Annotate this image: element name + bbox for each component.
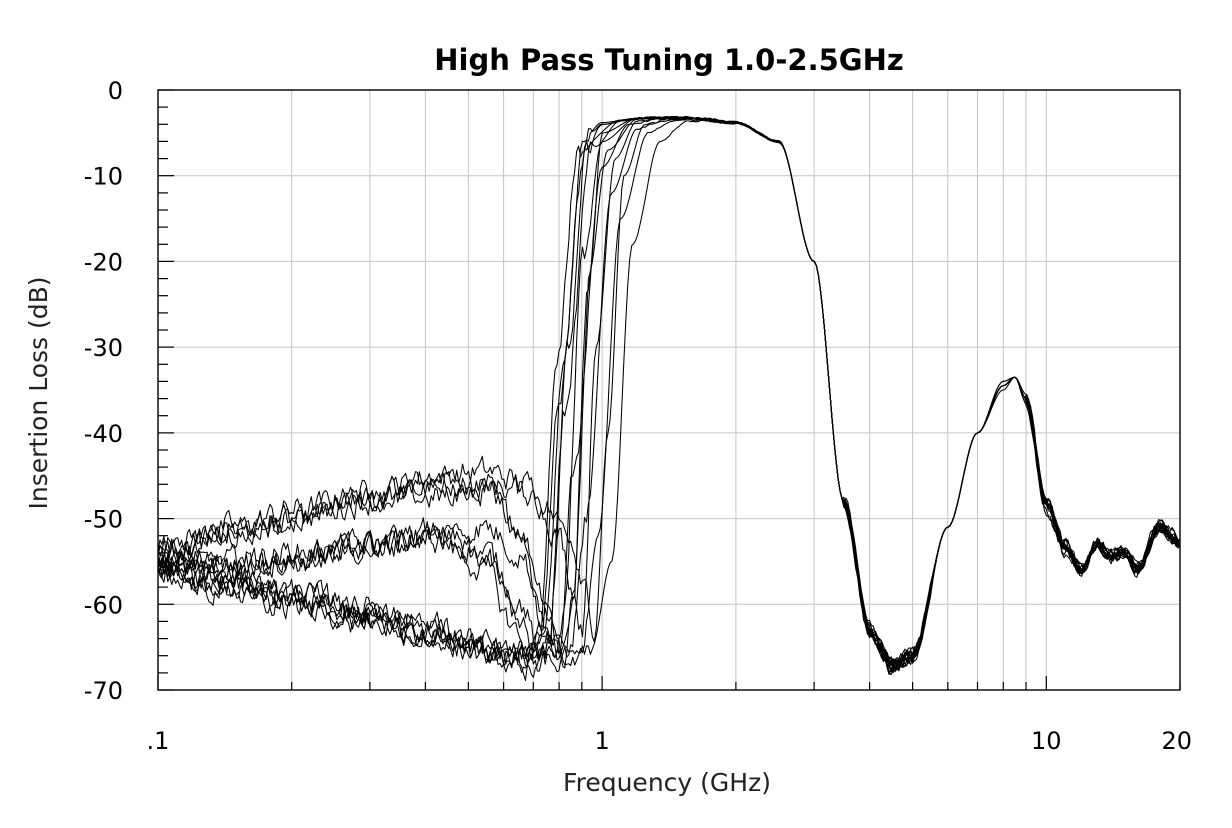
x-tick-label: 10 — [1031, 727, 1062, 755]
y-tick-label: -40 — [84, 420, 123, 448]
plot-frame — [157, 89, 1181, 691]
series-line-tune-6 — [157, 116, 1181, 663]
x-tick-label: 1 — [594, 727, 609, 755]
y-tick-label: 0 — [108, 77, 123, 105]
series-line-tune-14 — [157, 117, 1181, 676]
axis-ticks — [157, 89, 1181, 691]
series-line-tune-4 — [157, 118, 1181, 673]
x-axis-label: Frequency (GHz) — [563, 768, 771, 797]
y-tick-label: -70 — [84, 677, 123, 705]
x-tick-label: .1 — [147, 727, 170, 755]
grid — [158, 90, 1180, 690]
tick-labels: 0 -10 -20 -30 -40 -50 -60 -70 .1 1 10 20 — [84, 77, 1192, 755]
y-tick-label: -10 — [84, 163, 123, 191]
y-axis-label: Insertion Loss (dB) — [24, 276, 53, 509]
chart-title: High Pass Tuning 1.0-2.5GHz — [434, 43, 903, 77]
y-tick-label: -20 — [84, 248, 123, 276]
x-tick-label: 20 — [1161, 727, 1192, 755]
y-tick-label: -60 — [84, 591, 123, 619]
series-line-tune-11 — [157, 117, 1181, 681]
traces — [157, 115, 1181, 681]
y-tick-label: -50 — [84, 506, 123, 534]
y-tick-label: -30 — [84, 334, 123, 362]
